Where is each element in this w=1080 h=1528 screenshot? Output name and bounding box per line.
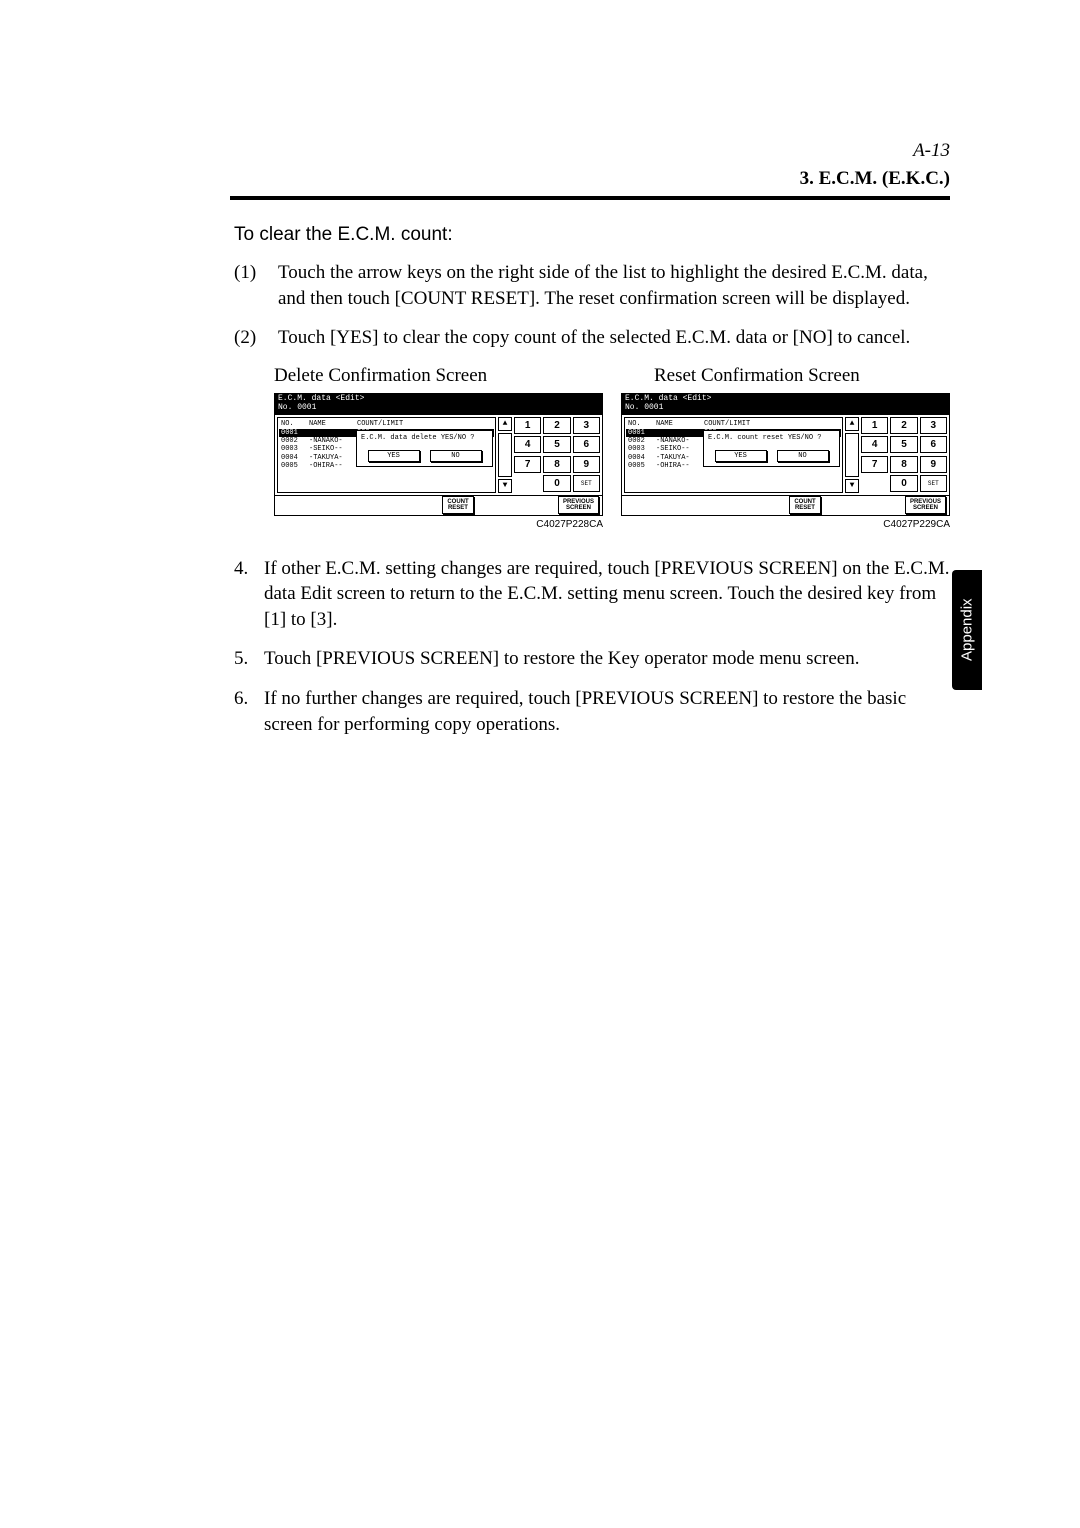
figure-code: C4027P229CA (621, 519, 950, 530)
keypad-key[interactable]: 3 (573, 417, 600, 434)
window-titlebar: E.C.M. data <Edit> No. 0001 (274, 393, 603, 414)
window-titlebar: E.C.M. data <Edit> No. 0001 (621, 393, 950, 414)
caption-left: Delete Confirmation Screen (274, 365, 654, 387)
list-item: 4. If other E.C.M. setting changes are r… (234, 556, 950, 633)
dialog-question: E.C.M. data delete YES/NO ? (361, 434, 488, 442)
no-button[interactable]: NO (777, 450, 829, 462)
item-text: Touch [PREVIOUS SCREEN] to restore the K… (264, 646, 950, 672)
keypad-key[interactable]: 5 (543, 436, 570, 453)
keypad-key[interactable]: 8 (543, 456, 570, 473)
title-line: No. 0001 (278, 404, 599, 413)
arrow-up-icon[interactable]: ▲ (498, 417, 512, 431)
steps-list-b: 4. If other E.C.M. setting changes are r… (234, 556, 950, 738)
list-item: (1) Touch the arrow keys on the right si… (234, 260, 950, 311)
page-number: A-13 (230, 140, 950, 162)
keypad-key[interactable]: 1 (514, 417, 541, 434)
count-reset-button[interactable]: COUNT RESET (789, 496, 820, 514)
list-item: 6. If no further changes are required, t… (234, 686, 950, 737)
confirm-dialog: E.C.M. count reset YES/NO ? YES NO (703, 430, 840, 467)
data-list: NO. NAME COUNT/LIMIT 0001 000 0002-NANAK… (277, 417, 496, 493)
numeric-keypad: 1 2 3 4 5 6 7 8 9 0 SET (514, 417, 600, 493)
keypad-key[interactable]: 6 (573, 436, 600, 453)
col-header: NO. (281, 420, 309, 428)
arrow-down-icon[interactable]: ▼ (845, 479, 859, 493)
steps-list-a: (1) Touch the arrow keys on the right si… (234, 260, 950, 351)
set-button[interactable]: SET (573, 475, 600, 492)
scroll-track[interactable] (845, 433, 859, 477)
keypad-key[interactable]: 2 (890, 417, 917, 434)
count-reset-button[interactable]: COUNT RESET (442, 496, 473, 514)
yes-button[interactable]: YES (368, 450, 420, 462)
keypad-key[interactable]: 9 (920, 456, 947, 473)
keypad-key[interactable]: 2 (543, 417, 570, 434)
data-list: NO. NAME COUNT/LIMIT 0001000 0002-NANAKO… (624, 417, 843, 493)
previous-screen-button[interactable]: PREVIOUS SCREEN (905, 496, 946, 514)
title-line: E.C.M. data <Edit> (278, 395, 599, 404)
screenshot-captions: Delete Confirmation Screen Reset Confirm… (274, 365, 950, 387)
confirm-dialog: E.C.M. data delete YES/NO ? YES NO (356, 430, 493, 467)
col-header: NAME (309, 420, 357, 428)
keypad-key[interactable]: 5 (890, 436, 917, 453)
item-text: Touch the arrow keys on the right side o… (278, 260, 950, 311)
arrow-up-icon[interactable]: ▲ (845, 417, 859, 431)
keypad-key[interactable]: 9 (573, 456, 600, 473)
reset-confirmation-screenshot: E.C.M. data <Edit> No. 0001 NO. NAME COU… (621, 393, 950, 530)
screenshots-row: E.C.M. data <Edit> No. 0001 NO. NAME COU… (274, 393, 950, 530)
yes-button[interactable]: YES (715, 450, 767, 462)
item-number: (2) (234, 325, 278, 351)
col-header: COUNT/LIMIT (357, 420, 492, 428)
item-text: Touch [YES] to clear the copy count of t… (278, 325, 950, 351)
title-line: E.C.M. data <Edit> (625, 395, 946, 404)
section-title: 3. E.C.M. (E.K.C.) (230, 168, 950, 190)
item-number: 6. (234, 686, 264, 737)
scroll-track[interactable] (498, 433, 512, 477)
keypad-key[interactable]: 0 (543, 475, 570, 492)
keypad-key[interactable]: 8 (890, 456, 917, 473)
list-header: NO. NAME COUNT/LIMIT (626, 419, 841, 429)
keypad-key[interactable]: 7 (861, 456, 888, 473)
header-rule (230, 196, 950, 200)
keypad-key[interactable]: 0 (890, 475, 917, 492)
no-button[interactable]: NO (430, 450, 482, 462)
title-line: No. 0001 (625, 404, 946, 413)
list-item: 5. Touch [PREVIOUS SCREEN] to restore th… (234, 646, 950, 672)
numeric-keypad: 1 2 3 4 5 6 7 8 9 0 SET (861, 417, 947, 493)
appendix-tab: Appendix (952, 570, 982, 690)
scroll-arrows: ▲ ▼ (845, 417, 859, 493)
list-item: (2) Touch [YES] to clear the copy count … (234, 325, 950, 351)
item-text: If other E.C.M. setting changes are requ… (264, 556, 950, 633)
subheading: To clear the E.C.M. count: (234, 224, 950, 246)
keypad-key[interactable]: 3 (920, 417, 947, 434)
item-number: 5. (234, 646, 264, 672)
keypad-key[interactable]: 7 (514, 456, 541, 473)
keypad-key[interactable]: 4 (861, 436, 888, 453)
arrow-down-icon[interactable]: ▼ (498, 479, 512, 493)
list-header: NO. NAME COUNT/LIMIT (279, 419, 494, 429)
item-number: 4. (234, 556, 264, 633)
scroll-arrows: ▲ ▼ (498, 417, 512, 493)
keypad-key[interactable]: 4 (514, 436, 541, 453)
previous-screen-button[interactable]: PREVIOUS SCREEN (558, 496, 599, 514)
keypad-key[interactable]: 6 (920, 436, 947, 453)
delete-confirmation-screenshot: E.C.M. data <Edit> No. 0001 NO. NAME COU… (274, 393, 603, 530)
caption-right: Reset Confirmation Screen (654, 365, 950, 387)
item-number: (1) (234, 260, 278, 311)
keypad-key[interactable]: 1 (861, 417, 888, 434)
set-button[interactable]: SET (920, 475, 947, 492)
figure-code: C4027P228CA (274, 519, 603, 530)
item-text: If no further changes are required, touc… (264, 686, 950, 737)
dialog-question: E.C.M. count reset YES/NO ? (708, 434, 835, 442)
